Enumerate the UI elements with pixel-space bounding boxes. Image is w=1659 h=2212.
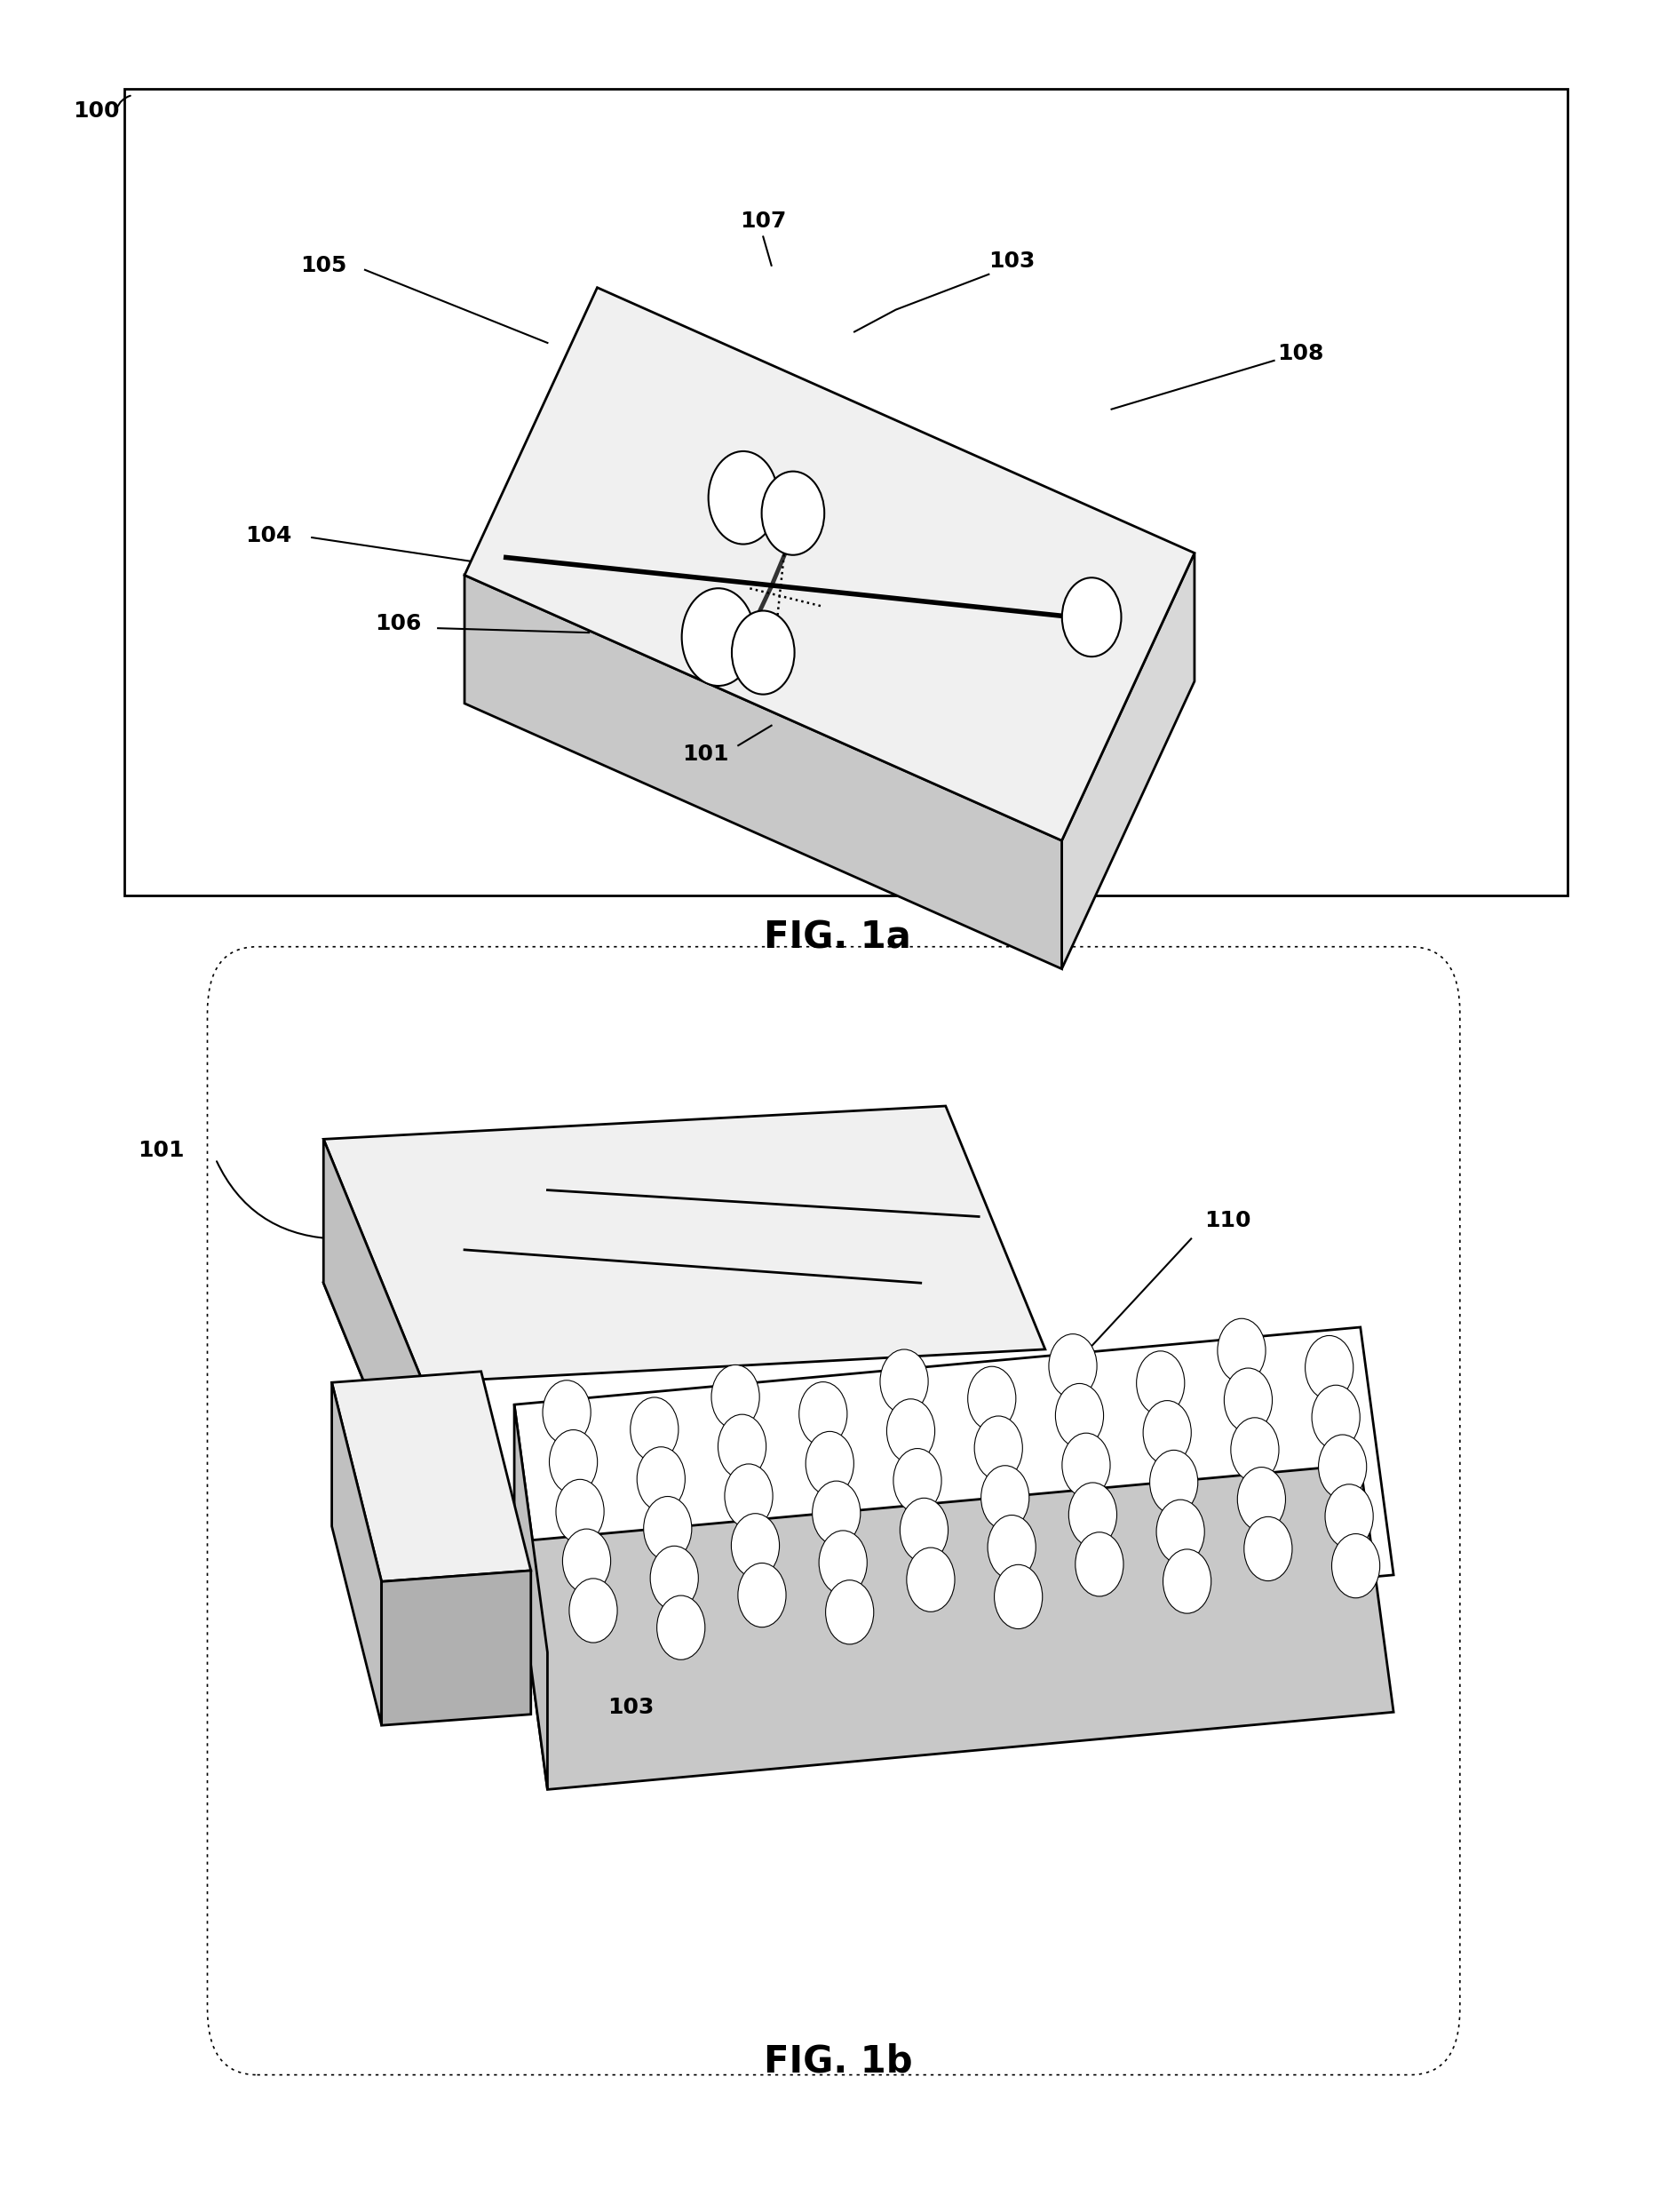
Circle shape: [1319, 1436, 1367, 1500]
Circle shape: [1312, 1385, 1360, 1449]
Circle shape: [732, 611, 795, 695]
Circle shape: [800, 1382, 848, 1447]
Text: 101: 101: [682, 743, 728, 765]
Polygon shape: [465, 575, 1062, 969]
Bar: [124, 88, 1568, 896]
Circle shape: [1238, 1467, 1286, 1531]
Polygon shape: [324, 1106, 1045, 1382]
Circle shape: [1068, 1482, 1117, 1546]
Circle shape: [1218, 1318, 1266, 1382]
Text: 105: 105: [300, 254, 347, 276]
Circle shape: [980, 1467, 1029, 1531]
Circle shape: [1136, 1352, 1185, 1416]
Circle shape: [1332, 1533, 1380, 1597]
Circle shape: [886, 1398, 934, 1462]
Circle shape: [682, 588, 755, 686]
Circle shape: [718, 1413, 766, 1478]
Circle shape: [806, 1431, 854, 1495]
Circle shape: [1062, 1433, 1110, 1498]
Text: 103: 103: [607, 1697, 654, 1719]
Text: FIG. 1b: FIG. 1b: [763, 2044, 912, 2079]
Text: 100: 100: [73, 100, 119, 122]
Circle shape: [994, 1564, 1042, 1628]
Circle shape: [556, 1480, 604, 1544]
Text: 107: 107: [740, 210, 786, 232]
Circle shape: [650, 1546, 698, 1610]
Circle shape: [1055, 1382, 1103, 1447]
Text: 106: 106: [375, 613, 421, 635]
Polygon shape: [382, 1571, 531, 1725]
Circle shape: [967, 1367, 1015, 1431]
Circle shape: [1163, 1548, 1211, 1613]
Polygon shape: [324, 1139, 423, 1526]
Polygon shape: [1062, 553, 1194, 969]
Circle shape: [1326, 1484, 1374, 1548]
Polygon shape: [514, 1405, 547, 1790]
Polygon shape: [514, 1464, 1394, 1790]
Polygon shape: [324, 1283, 426, 1526]
Text: 110: 110: [1204, 1210, 1251, 1232]
Circle shape: [738, 1564, 786, 1628]
Circle shape: [1048, 1334, 1097, 1398]
Circle shape: [1306, 1336, 1354, 1400]
Circle shape: [712, 1365, 760, 1429]
FancyBboxPatch shape: [207, 947, 1460, 2075]
Text: 101: 101: [138, 1139, 184, 1161]
Circle shape: [630, 1398, 679, 1462]
Circle shape: [987, 1515, 1035, 1579]
Circle shape: [879, 1349, 927, 1413]
Text: 103: 103: [989, 250, 1035, 272]
Circle shape: [906, 1548, 954, 1613]
Circle shape: [644, 1498, 692, 1562]
Circle shape: [1224, 1367, 1272, 1431]
Circle shape: [732, 1513, 780, 1577]
Text: 108: 108: [1277, 343, 1324, 365]
Circle shape: [725, 1464, 773, 1528]
Circle shape: [761, 471, 825, 555]
Circle shape: [826, 1579, 874, 1644]
Circle shape: [1231, 1418, 1279, 1482]
Circle shape: [708, 451, 778, 544]
Circle shape: [569, 1579, 617, 1644]
Text: 104: 104: [246, 524, 292, 546]
Circle shape: [813, 1482, 861, 1546]
Polygon shape: [514, 1327, 1394, 1652]
Circle shape: [820, 1531, 868, 1595]
Circle shape: [637, 1447, 685, 1511]
Circle shape: [1156, 1500, 1204, 1564]
Circle shape: [1143, 1400, 1191, 1464]
Polygon shape: [465, 288, 1194, 841]
Circle shape: [1244, 1517, 1292, 1582]
Circle shape: [1062, 577, 1121, 657]
Circle shape: [1075, 1533, 1123, 1597]
Circle shape: [899, 1498, 947, 1562]
Circle shape: [562, 1528, 611, 1593]
Text: FIG. 1a: FIG. 1a: [765, 920, 911, 956]
Circle shape: [657, 1595, 705, 1659]
Polygon shape: [332, 1382, 382, 1725]
Circle shape: [542, 1380, 591, 1444]
Circle shape: [893, 1449, 941, 1513]
Polygon shape: [332, 1371, 531, 1582]
Circle shape: [974, 1416, 1022, 1480]
Circle shape: [549, 1429, 597, 1493]
Circle shape: [1150, 1451, 1198, 1515]
